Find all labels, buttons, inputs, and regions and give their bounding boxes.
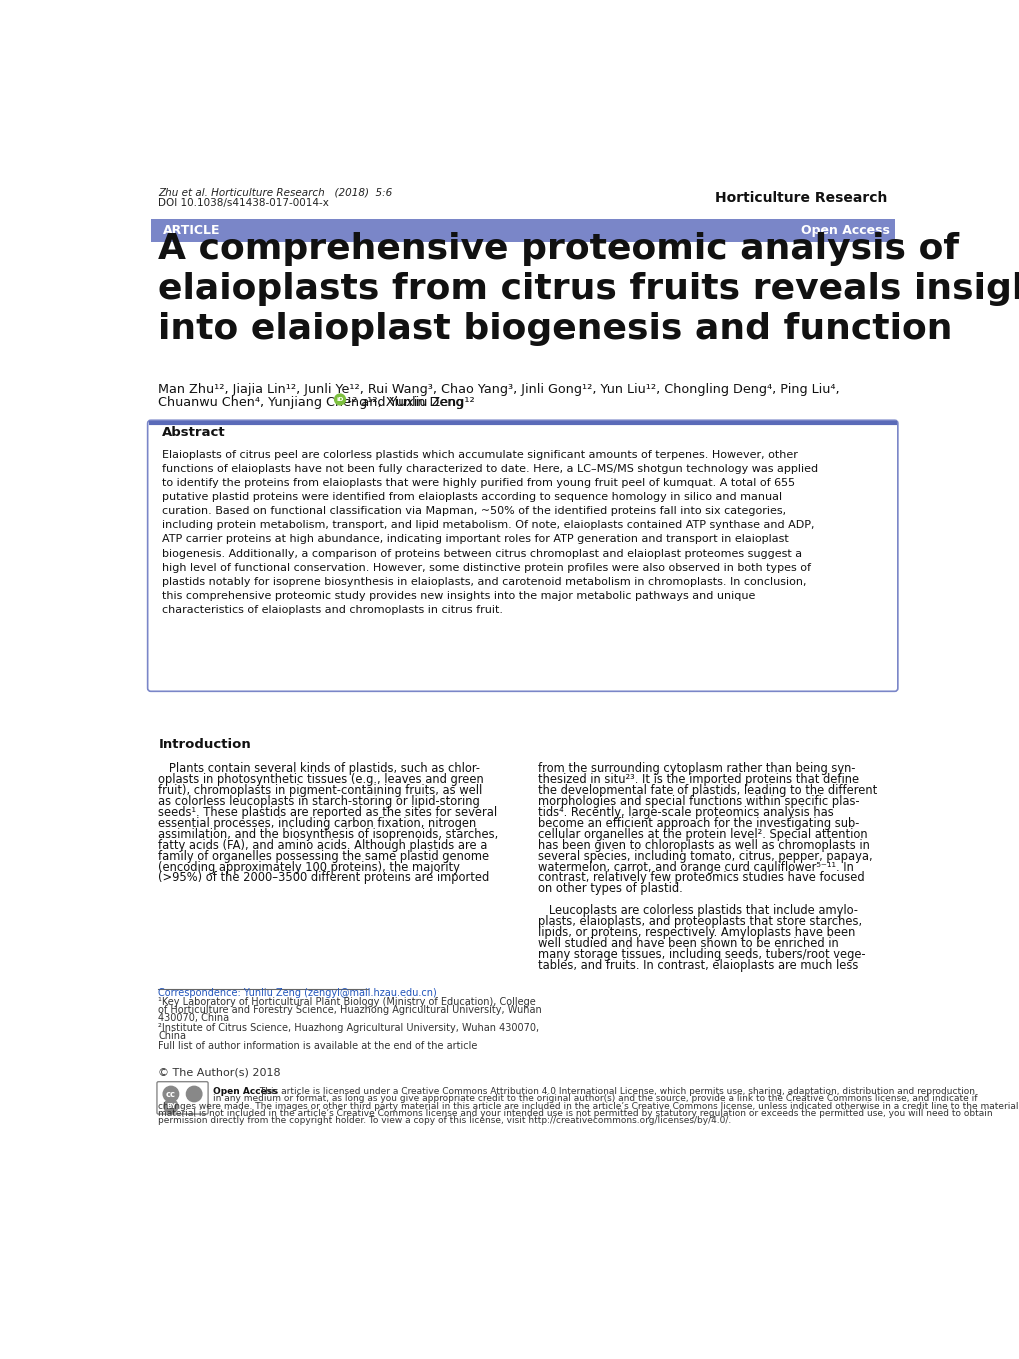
Text: family of organelles possessing the same plastid genome: family of organelles possessing the same… [158,849,489,863]
Text: watermelon, carrot, and orange curd cauliflower⁵⁻¹¹. In: watermelon, carrot, and orange curd caul… [538,860,853,874]
Text: many storage tissues, including seeds, tubers/root vege-: many storage tissues, including seeds, t… [538,949,865,961]
Circle shape [334,394,345,405]
Text: on other types of plastid.: on other types of plastid. [538,882,683,896]
Circle shape [164,1099,177,1113]
Text: seeds¹. These plastids are reported as the sites for several: seeds¹. These plastids are reported as t… [158,806,497,819]
Bar [151,219,894,242]
Text: material is not included in the article’s Creative Commons license and your inte: material is not included in the article’… [158,1109,993,1118]
Text: Introduction: Introduction [158,738,251,752]
Text: Horticulture Research: Horticulture Research [714,190,887,205]
Text: Plants contain several kinds of plastids, such as chlor-: Plants contain several kinds of plastids… [158,762,480,775]
Circle shape [186,1086,202,1102]
Text: China: China [158,1030,186,1041]
Text: cellular organelles at the protein level². Special attention: cellular organelles at the protein level… [538,828,867,841]
Text: DOI 10.1038/s41438-017-0014-x: DOI 10.1038/s41438-017-0014-x [158,198,329,208]
Text: Zhu et al. Horticulture Research   (2018)  5:6: Zhu et al. Horticulture Research (2018) … [158,188,392,197]
Text: iD: iD [336,397,343,402]
Text: Chuanwu Chen⁴, Yunjiang Cheng¹², Xiuxin Deng: Chuanwu Chen⁴, Yunjiang Cheng¹², Xiuxin … [158,397,468,409]
Text: Open Access: Open Access [213,1087,277,1097]
Text: ¹Key Laboratory of Horticultural Plant Biology (Ministry of Education), College: ¹Key Laboratory of Horticultural Plant B… [158,998,536,1007]
FancyBboxPatch shape [157,1082,208,1114]
Text: plasts, elaioplasts, and proteoplasts that store starches,: plasts, elaioplasts, and proteoplasts th… [538,915,861,928]
Text: 430070, China: 430070, China [158,1012,229,1023]
Text: fruit), chromoplasts in pigment-containing fruits, as well: fruit), chromoplasts in pigment-containi… [158,784,482,796]
Text: thesized in situ²³. It is the imported proteins that define: thesized in situ²³. It is the imported p… [538,773,859,786]
Text: Abstract: Abstract [161,427,225,439]
Text: has been given to chloroplasts as well as chromoplasts in: has been given to chloroplasts as well a… [538,839,869,852]
Text: the developmental fate of plastids, leading to the different: the developmental fate of plastids, lead… [538,784,876,796]
Text: Correspondence: Yunliu Zeng (zengyl@mail.hzau.edu.cn): Correspondence: Yunliu Zeng (zengyl@mail… [158,988,437,999]
Text: assimilation, and the biosynthesis of isoprenoids, starches,: assimilation, and the biosynthesis of is… [158,828,498,841]
Text: tables, and fruits. In contrast, elaioplasts are much less: tables, and fruits. In contrast, elaiopl… [538,959,858,972]
Text: oplasts in photosynthetic tissues (e.g., leaves and green: oplasts in photosynthetic tissues (e.g.,… [158,773,484,786]
Text: ²Institute of Citrus Science, Huazhong Agricultural University, Wuhan 430070,: ²Institute of Citrus Science, Huazhong A… [158,1023,539,1033]
Text: Elaioplasts of citrus peel are colorless plastids which accumulate significant a: Elaioplasts of citrus peel are colorless… [161,450,817,616]
Text: Full list of author information is available at the end of the article: Full list of author information is avail… [158,1041,478,1051]
Text: become an efficient approach for the investigating sub-: become an efficient approach for the inv… [538,817,859,830]
Circle shape [163,1086,178,1102]
Text: of Horticulture and Forestry Science, Huazhong Agricultural University, Wuhan: of Horticulture and Forestry Science, Hu… [158,1006,542,1015]
Text: Leucoplasts are colorless plastids that include amylo-: Leucoplasts are colorless plastids that … [538,904,857,917]
Text: © The Author(s) 2018: © The Author(s) 2018 [158,1068,281,1078]
Text: Man Zhu¹², Jiajia Lin¹², Junli Ye¹², Rui Wang³, Chao Yang³, Jinli Gong¹², Yun Li: Man Zhu¹², Jiajia Lin¹², Junli Ye¹², Rui… [158,382,840,395]
Text: (encoding approximately 100 proteins), the majority: (encoding approximately 100 proteins), t… [158,860,460,874]
Text: (>95%) of the 2000–3500 different proteins are imported: (>95%) of the 2000–3500 different protei… [158,871,489,885]
Text: elaioplasts from citrus fruits reveals insights: elaioplasts from citrus fruits reveals i… [158,272,1019,306]
FancyBboxPatch shape [148,420,897,692]
Text: essential processes, including carbon fixation, nitrogen: essential processes, including carbon fi… [158,817,476,830]
Text: tids⁴. Recently, large-scale proteomics analysis has: tids⁴. Recently, large-scale proteomics … [538,806,834,819]
Text: cc: cc [166,1090,175,1098]
Text: fatty acids (FA), and amino acids. Although plastids are a: fatty acids (FA), and amino acids. Altho… [158,839,487,852]
Text: well studied and have been shown to be enriched in: well studied and have been shown to be e… [538,938,839,950]
Text: in any medium or format, as long as you give appropriate credit to the original : in any medium or format, as long as you … [213,1094,976,1104]
Text: lipids, or proteins, respectively. Amyloplasts have been: lipids, or proteins, respectively. Amylo… [538,925,855,939]
Text: A comprehensive proteomic analysis of: A comprehensive proteomic analysis of [158,232,959,266]
Text: contrast, relatively few proteomics studies have focused: contrast, relatively few proteomics stud… [538,871,864,885]
Text: Open Access: Open Access [801,224,890,238]
Text: as colorless leucoplasts in starch-storing or lipid-storing: as colorless leucoplasts in starch-stori… [158,795,480,809]
Text: This article is licensed under a Creative Commons Attribution 4.0 International : This article is licensed under a Creativ… [257,1087,974,1097]
Text: from the surrounding cytoplasm rather than being syn-: from the surrounding cytoplasm rather th… [538,762,855,775]
Text: changes were made. The images or other third party material in this article are : changes were made. The images or other t… [158,1102,1019,1110]
Text: morphologies and special functions within specific plas-: morphologies and special functions withi… [538,795,859,809]
Text: ¹² and Yunliu Zeng¹²: ¹² and Yunliu Zeng¹² [346,397,474,409]
Text: several species, including tomato, citrus, pepper, papaya,: several species, including tomato, citru… [538,849,872,863]
Text: ARTICLE: ARTICLE [163,224,220,238]
Text: into elaioplast biogenesis and function: into elaioplast biogenesis and function [158,313,952,347]
Text: BY: BY [166,1104,175,1109]
Text: permission directly from the copyright holder. To view a copy of this license, v: permission directly from the copyright h… [158,1116,731,1125]
